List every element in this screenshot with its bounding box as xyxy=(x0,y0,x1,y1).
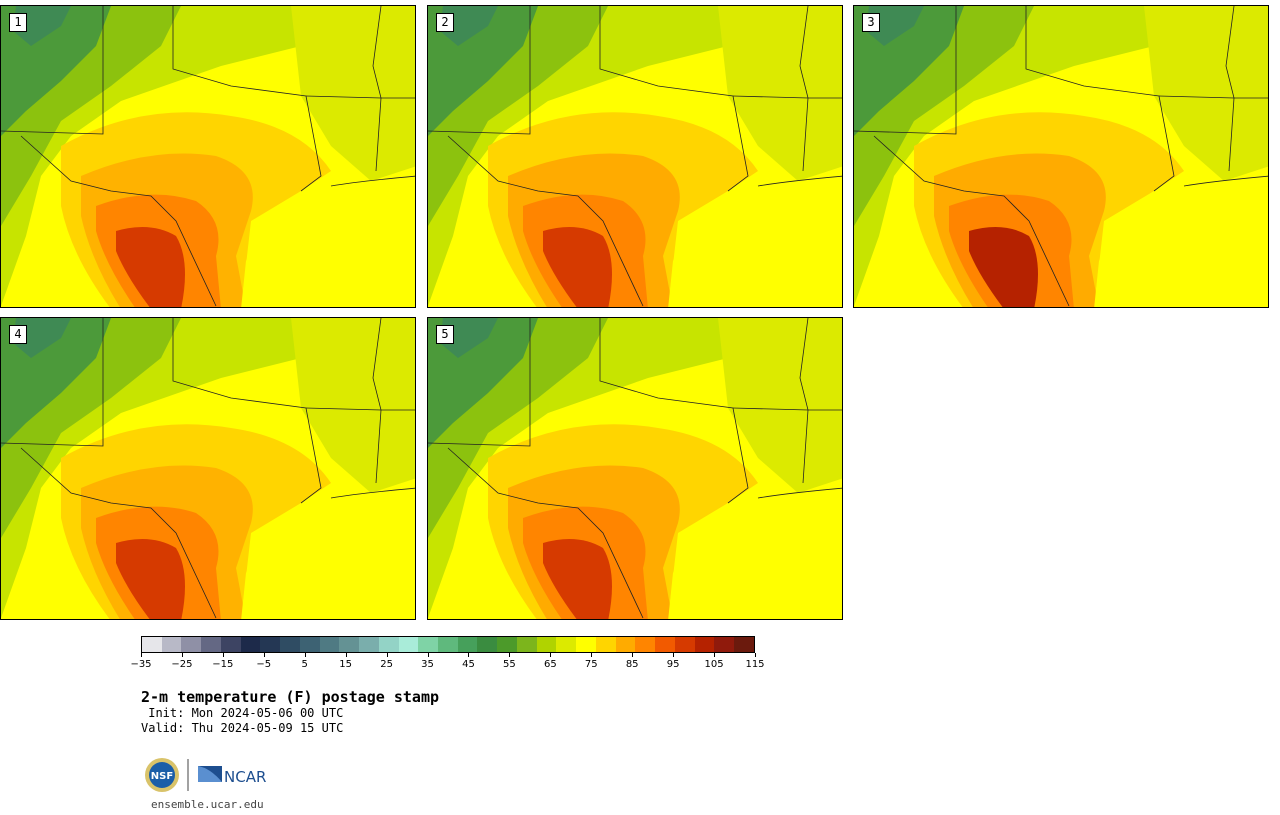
colorbar-segment xyxy=(240,637,261,652)
colorbar-tick xyxy=(714,653,716,657)
panel-label: 5 xyxy=(436,325,454,344)
colorbar-segment xyxy=(260,637,281,652)
colorbar xyxy=(141,636,755,653)
colorbar-tick-label: 75 xyxy=(584,659,598,670)
colorbar-ticks: −35 −25 −15 −5 5 15 25 35 45 55 65 75 85 95 105 115 xyxy=(130,653,765,677)
colorbar-tick-label: −15 xyxy=(212,659,234,670)
init-time: Init: Mon 2024-05-06 00 UTC xyxy=(141,706,344,720)
colorbar-segment xyxy=(615,637,636,652)
panel-label: 2 xyxy=(436,13,454,32)
colorbar-segment xyxy=(734,637,754,652)
colorbar-tick-label: 45 xyxy=(462,659,475,670)
colorbar-segment xyxy=(714,637,735,652)
ncar-logo-icon: NCAR xyxy=(198,766,266,786)
colorbar-segment xyxy=(359,637,379,652)
colorbar-tick-label: 85 xyxy=(625,659,639,670)
valid-time: Valid: Thu 2024-05-09 15 UTC xyxy=(141,721,344,735)
panel-label: 3 xyxy=(862,13,880,32)
colorbar-tick-label: −25 xyxy=(171,659,193,670)
colorbar-segment xyxy=(694,637,715,652)
colorbar-segment xyxy=(635,637,656,652)
colorbar-tick xyxy=(468,653,470,657)
colorbar-tick xyxy=(509,653,511,657)
colorbar-segment xyxy=(181,637,202,652)
logos: NSF NCAR xyxy=(144,756,274,794)
colorbar-tick xyxy=(632,653,634,657)
colorbar-tick xyxy=(591,653,593,657)
colorbar-segment xyxy=(516,637,537,652)
colorbar-tick-label: 115 xyxy=(745,659,765,670)
colorbar-segment xyxy=(398,637,419,652)
colorbar-tick-label: −35 xyxy=(130,659,152,670)
postage-stamp-panel-5: 5 xyxy=(427,317,843,620)
colorbar-tick-label: 55 xyxy=(503,659,516,670)
colorbar-tick-label: 35 xyxy=(421,659,434,670)
colorbar-tick xyxy=(550,653,552,657)
colorbar-segment xyxy=(201,637,221,652)
colorbar-segment xyxy=(378,637,399,652)
colorbar-tick xyxy=(427,653,429,657)
colorbar-tick xyxy=(345,653,347,657)
colorbar-tick-label: 65 xyxy=(543,659,557,670)
colorbar-segment xyxy=(595,637,616,652)
colorbar-tick xyxy=(263,653,265,657)
postage-stamp-panel-1: 1 xyxy=(0,5,416,308)
website-url: ensemble.ucar.edu xyxy=(151,798,264,811)
colorbar-tick-label: 25 xyxy=(380,659,393,670)
colorbar-segment xyxy=(280,637,300,652)
colorbar-segment xyxy=(438,637,458,652)
colorbar-segment xyxy=(418,637,439,652)
colorbar-tick-label: 15 xyxy=(339,659,353,670)
colorbar-tick xyxy=(755,653,756,657)
colorbar-tick-label: 5 xyxy=(301,659,308,670)
postage-stamp-panel-4: 4 xyxy=(0,317,416,620)
postage-stamp-panel-3: 3 xyxy=(853,5,1269,308)
colorbar-segment xyxy=(655,637,675,652)
colorbar-segment xyxy=(339,637,360,652)
colorbar-tick-label: −5 xyxy=(256,659,272,670)
nsf-logo-icon: NSF xyxy=(145,758,179,792)
colorbar-tick-label: 95 xyxy=(666,659,680,670)
colorbar-segment xyxy=(556,637,577,652)
colorbar-segment xyxy=(142,637,162,652)
colorbar-segment xyxy=(319,637,340,652)
colorbar-segment xyxy=(497,637,517,652)
svg-text:NCAR: NCAR xyxy=(224,768,266,786)
colorbar-segment xyxy=(161,637,182,652)
colorbar-tick xyxy=(386,653,388,657)
colorbar-segment xyxy=(536,637,557,652)
colorbar-segment xyxy=(457,637,478,652)
colorbar-tick xyxy=(141,653,142,657)
colorbar-segment xyxy=(299,637,320,652)
colorbar-tick xyxy=(181,653,183,657)
colorbar-tick xyxy=(304,653,306,657)
colorbar-tick xyxy=(673,653,675,657)
colorbar-segment xyxy=(220,637,241,652)
colorbar-tick xyxy=(222,653,224,657)
plot-title: 2-m temperature (F) postage stamp xyxy=(141,688,440,706)
panel-label: 1 xyxy=(9,13,27,32)
colorbar-segment xyxy=(477,637,498,652)
colorbar-tick-label: 105 xyxy=(704,659,724,670)
svg-text:NSF: NSF xyxy=(151,771,173,782)
panel-label: 4 xyxy=(9,325,27,344)
colorbar-segment xyxy=(576,637,596,652)
postage-stamp-panel-2: 2 xyxy=(427,5,843,308)
colorbar-segment xyxy=(674,637,695,652)
